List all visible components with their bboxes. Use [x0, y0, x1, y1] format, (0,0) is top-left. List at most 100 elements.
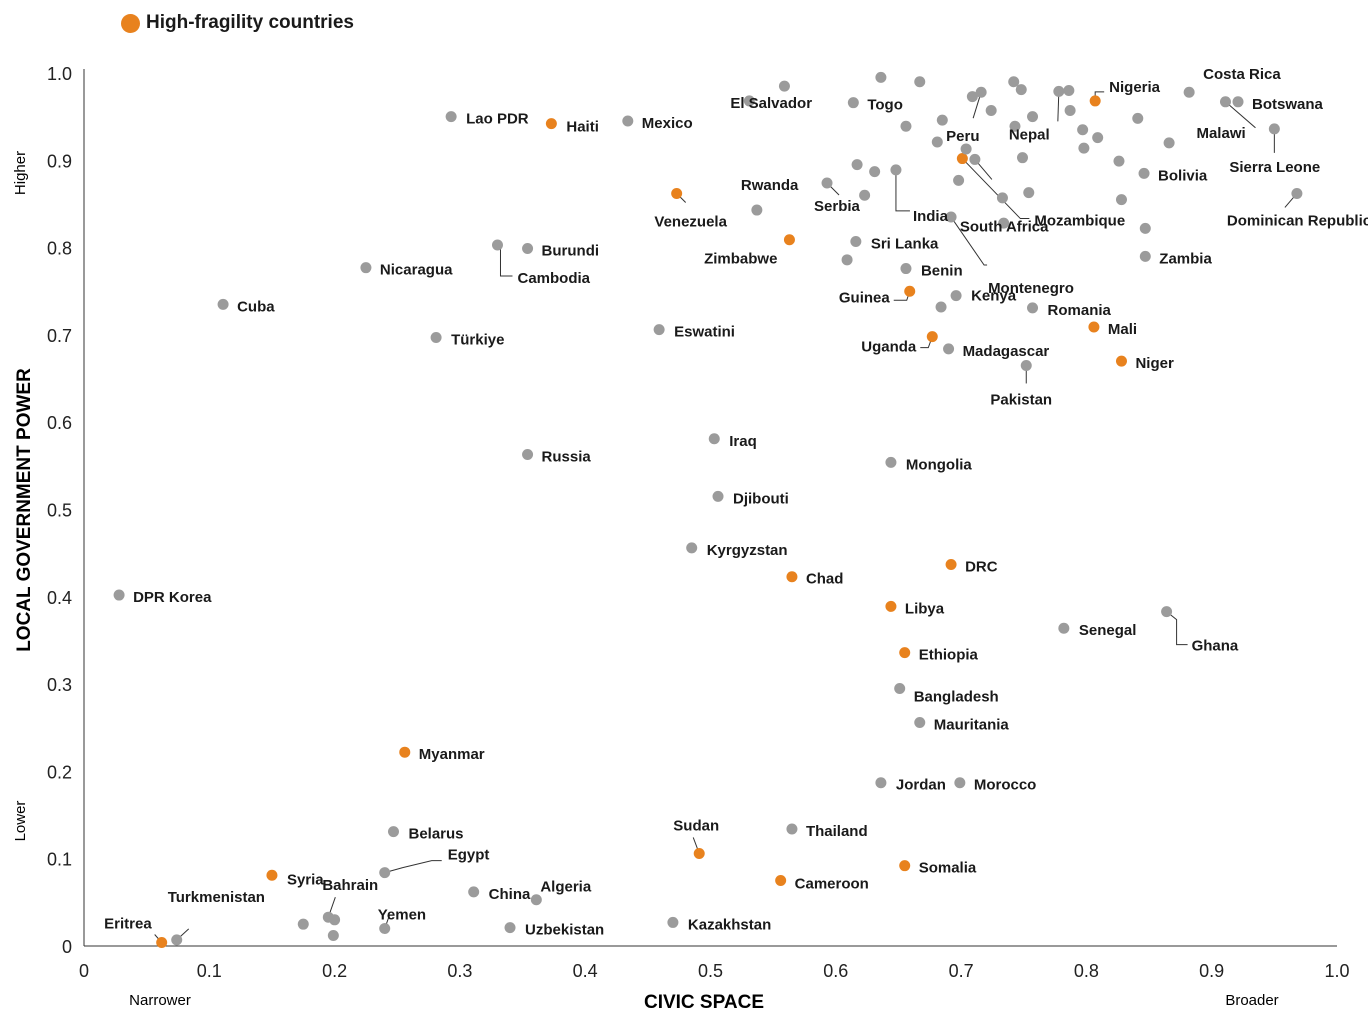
point-cuba [217, 298, 229, 310]
x-tick-label: 0.2 [322, 961, 347, 981]
x-tick-label: 0.6 [823, 961, 848, 981]
label-south-africa: South Africa [960, 218, 1049, 235]
point-india [890, 164, 902, 176]
point-unlabeled [1139, 222, 1151, 234]
x-tick-label: 0.5 [698, 961, 723, 981]
point-cameroon [775, 875, 787, 887]
label-chad: Chad [806, 571, 844, 588]
point-botswana [1232, 96, 1244, 108]
point-sierra-leone [1268, 123, 1280, 135]
x-axis-title: CIVIC SPACE [644, 992, 764, 1012]
label-sri-lanka: Sri Lanka [871, 235, 939, 252]
label-zimbabwe: Zimbabwe [704, 251, 777, 268]
label-china: China [489, 886, 531, 903]
point-unlabeled [869, 166, 881, 178]
point-mongolia [885, 456, 897, 468]
label-pakistan: Pakistan [990, 391, 1052, 408]
y-tick-label: 0.7 [47, 326, 72, 346]
label-syria: Syria [287, 871, 324, 888]
label-serbia: Serbia [814, 198, 861, 215]
point-unlabeled [914, 76, 926, 88]
label-mauritania: Mauritania [934, 717, 1010, 734]
label-mongolia: Mongolia [906, 456, 972, 473]
y-tick-label: 0.5 [47, 501, 72, 521]
point-uganda [926, 331, 938, 343]
y-tick-label: 0.1 [47, 850, 72, 870]
point-unlabeled [1063, 84, 1075, 96]
point-burundi [522, 242, 534, 254]
point-mozambique [956, 153, 968, 165]
label-eswatini: Eswatini [674, 324, 735, 341]
point-thailand [786, 823, 798, 835]
label-bahrain: Bahrain [322, 877, 378, 894]
point-unlabeled [1113, 155, 1125, 167]
label-senegal: Senegal [1079, 622, 1137, 639]
label-dominican-republic: Dominican Republic [1227, 212, 1368, 229]
point-china [468, 886, 480, 898]
point-turkmenistan [171, 934, 183, 946]
point-sri-lanka [850, 235, 862, 247]
label-sudan: Sudan [673, 817, 719, 834]
point-unlabeled [1077, 124, 1089, 136]
point-unlabeled [1064, 105, 1076, 117]
leader-montenegro [950, 216, 988, 266]
point-mexico [622, 115, 634, 127]
point-unlabeled [327, 930, 339, 942]
point-eswatini [653, 324, 665, 336]
point-madagascar [943, 343, 955, 355]
point-unlabeled [985, 105, 997, 117]
label-somalia: Somalia [919, 860, 977, 877]
label-nigeria: Nigeria [1109, 79, 1161, 96]
point-unlabeled [1115, 194, 1127, 206]
label-haiti: Haiti [566, 119, 599, 136]
point-russia [522, 449, 534, 461]
y-axis-low-label: Lower [12, 801, 29, 842]
point-serbia [821, 177, 833, 189]
label-drc: DRC [965, 558, 998, 575]
label-botswana: Botswana [1252, 96, 1324, 113]
point-kyrgyzstan [686, 542, 698, 554]
point-nicaragua [360, 262, 372, 274]
point-togo [847, 97, 859, 109]
point-nigeria [1089, 95, 1101, 107]
y-tick-label: 0.3 [47, 675, 72, 695]
label-mexico: Mexico [642, 115, 693, 132]
y-tick-label: 0.8 [47, 239, 72, 259]
point-libya [885, 600, 897, 612]
point-jordan [875, 777, 887, 789]
point-montenegro [945, 211, 957, 223]
point-unlabeled [1132, 112, 1144, 124]
x-axis-high-label: Broader [1225, 992, 1278, 1009]
point-morocco [954, 777, 966, 789]
point-unlabeled [936, 114, 948, 126]
x-tick-label: 1.0 [1324, 961, 1349, 981]
point-cambodia [491, 239, 503, 251]
x-tick-label: 0.7 [949, 961, 974, 981]
point-el-salvador [743, 95, 755, 107]
label-russia: Russia [542, 449, 592, 466]
point-rwanda [751, 204, 763, 216]
point-peru [975, 86, 987, 98]
label-mozambique: Mozambique [1034, 213, 1125, 230]
point-syria [266, 869, 278, 881]
point-sudan [693, 847, 705, 859]
legend-label: High-fragility countries [146, 12, 354, 33]
point-unlabeled [900, 120, 912, 132]
label-turkmenistan: Turkmenistan [168, 889, 265, 906]
label-myanmar: Myanmar [419, 746, 485, 763]
point-unlabeled [953, 174, 965, 186]
point-niger [1115, 355, 1127, 367]
point-unlabeled [297, 918, 309, 930]
legend-swatch-fragile [121, 13, 140, 33]
label-eritrea: Eritrea [104, 916, 152, 933]
label-togo: Togo [867, 97, 903, 114]
point-mauritania [914, 717, 926, 729]
point-romania [1027, 302, 1039, 314]
label-algeria: Algeria [540, 879, 592, 896]
point-unlabeled [1023, 187, 1035, 199]
point-drc [945, 558, 957, 570]
point-guinea [904, 285, 916, 297]
point-chad [786, 571, 798, 583]
point-costa-rica [1183, 86, 1195, 98]
